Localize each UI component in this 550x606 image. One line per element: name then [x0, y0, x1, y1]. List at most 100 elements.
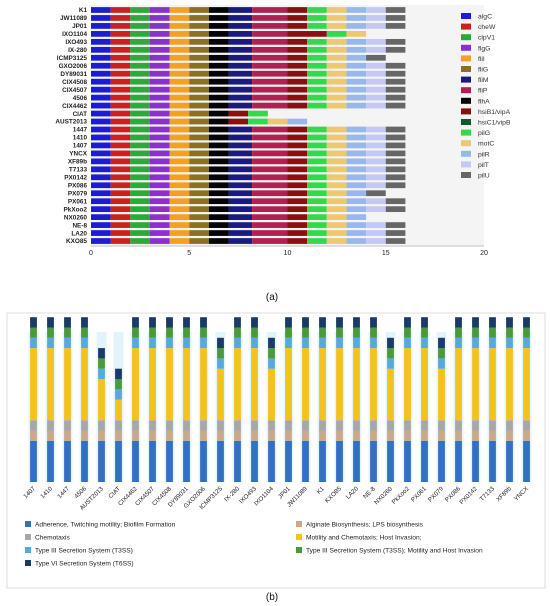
bar-segment-aust2013-flii [169, 118, 190, 125]
bar-segment-ciat-pilg [248, 110, 268, 117]
bar-xf89b-adherence-twitching-motility-biofilm-for [506, 440, 513, 482]
bar-row-pkxoo2 [91, 206, 406, 213]
row-label-nx0260: NX0260 [64, 214, 88, 221]
bar-segment-ne-8-clpv1 [130, 222, 150, 228]
bar-segment-px061-hsib1-vipa [287, 198, 308, 205]
bar-segment-ne-8-flip [252, 222, 288, 228]
bar-segment-la20-pilg [307, 230, 327, 236]
bar-segment-1410-flii [169, 134, 190, 141]
bar-segment-jp01-clpv1 [130, 23, 150, 29]
bar-segment-ciat-flig [189, 110, 209, 117]
bar-segment-yncx-pilg [307, 150, 327, 157]
bar-segment-cix4462-pilg [307, 102, 327, 109]
legend-label-pilt: pilT [478, 162, 489, 169]
row-label-ciat: CIAT [73, 111, 88, 118]
bar-segment-nx0260-algc [91, 214, 111, 220]
bar-segment-xf89b-pilu [385, 158, 406, 165]
bar-1410-type-iii-secretion-system-t3ss [47, 337, 54, 349]
bar-segment-px079-flgg [149, 190, 170, 197]
bar-segment-px061-clpv1 [130, 198, 150, 205]
bar-k1-motility-and-chemotaxis-host-invasion [319, 348, 326, 421]
bar-segment-cix4508-flii [169, 78, 190, 85]
bar-la20-alginate-biosynthesis-lps-biosynthesis [353, 430, 360, 441]
bar-dy89031-alginate-biosynthesis-lps-biosynthesis [183, 430, 190, 441]
bar-segment-dy89031-pilg [307, 70, 327, 77]
bar-segment-k1-flha [208, 7, 229, 13]
legend-swatch-clpv1 [461, 34, 471, 41]
x-tick-label-0: 0 [89, 250, 93, 257]
bar-segment-cix4508-chew [110, 78, 131, 85]
bar-ixo1104-type-vi-secretion-system-t6ss [268, 337, 275, 349]
bar-segment-pkxoo2-algc [91, 206, 111, 213]
bar-la20-type-vi-secretion-system-t6ss [353, 317, 360, 328]
bar-segment-4506-pilt [366, 94, 386, 101]
bar-segment-cix4507-pilu [385, 86, 406, 93]
bar-segment-nx0260-hsib1-vipa [287, 214, 308, 220]
bar-segment-t7133-flim [228, 166, 253, 173]
bar-segment-jw11089-pilr [346, 15, 367, 21]
bar-segment-jw11089-flha [208, 15, 229, 21]
bar-yncx-motility-and-chemotaxis-host-invasion [523, 348, 530, 421]
bar-segment-1407-hsib1-vipa [287, 142, 308, 149]
bar-segment-px079-flii [169, 190, 190, 197]
legend-swatch-pilt [461, 161, 471, 168]
bar-icmp3125-chemotaxis [217, 420, 224, 431]
bar-nx0260-motility-and-chemotaxis-host-invasion [387, 368, 394, 421]
bar-segment-cix4462-pilr [346, 102, 367, 109]
bar-px061-adherence-twitching-motility-biofilm-for [421, 440, 428, 482]
bar-ixo493-type-vi-secretion-system-t6ss [251, 317, 258, 328]
bar-segment-px086-flii [169, 182, 190, 189]
bar-1407-motility-and-chemotaxis-host-invasion [30, 348, 37, 421]
bar-cix4507-adherence-twitching-motility-biofilm-for [149, 440, 156, 482]
bar-segment-1407-pilt [366, 142, 386, 149]
bar-segment-cix4508-pilr [346, 78, 367, 85]
bar-segment-4506-flip [252, 94, 288, 101]
legend-label-clpv1: clpV1 [478, 35, 495, 42]
row-label-4506: 4506 [73, 95, 88, 102]
bar-la20-type-iii-secretion-system-t3ss-motility- [353, 327, 360, 338]
bar-segment-icmp3125-pilr [346, 54, 367, 61]
bar-segment-ix-280-flha [208, 46, 229, 53]
bar-segment-px086-pilr [346, 182, 367, 189]
bar-segment-1410-pilu [385, 134, 406, 141]
bar-segment-ne-8-flii [169, 222, 190, 228]
bar-segment-cix4508-flgg [149, 78, 170, 85]
bar-segment-cix4507-flig [189, 86, 209, 93]
bar-segment-cix4507-pilr [346, 86, 367, 93]
bar-segment-px0142-flig [189, 174, 209, 181]
bar-ciat-adherence-twitching-motility-biofilm-for [115, 440, 122, 482]
bar-segment-cix4462-pilu [385, 102, 406, 109]
bar-k1-chemotaxis [319, 420, 326, 431]
bar-aust2013-type-iii-secretion-system-t3ss [98, 368, 105, 379]
bar-segment-k1-flgg [149, 7, 170, 13]
bar-segment-gxo2006-flii [169, 62, 190, 69]
bar-cix4507-type-iii-secretion-system-t3ss-motility- [149, 327, 156, 338]
row-label-pkxoo2: PkXoo2 [64, 206, 88, 213]
bar-segment-pkxoo2-motc [326, 206, 347, 213]
bar-segment-kxo85-flip [252, 238, 288, 244]
bar-px086-adherence-twitching-motility-biofilm-for [455, 440, 462, 482]
bar-segment-ixo1104-motc [346, 31, 367, 37]
bar-yncx-adherence-twitching-motility-biofilm-for [523, 440, 530, 482]
bar-segment-px079-pilr [346, 190, 367, 197]
bar-segment-cix4462-hsib1-vipa [287, 102, 308, 109]
bar-segment-ciat-hsib1-vipa [228, 110, 249, 117]
bar-segment-ixo1104-flgg [149, 31, 170, 37]
bar-segment-icmp3125-motc [326, 54, 347, 61]
bar-segment-kxo85-motc [326, 238, 347, 244]
bar-segment-ixo493-chew [110, 38, 131, 45]
bar-segment-1407-motc [326, 142, 347, 149]
bar-segment-xf89b-flgg [149, 158, 170, 165]
bar-ixo493-adherence-twitching-motility-biofilm-for [251, 440, 258, 482]
bar-segment-xf89b-flim [228, 158, 253, 165]
bar-segment-jw11089-algc [91, 15, 111, 21]
bar-ixo1104-chemotaxis [268, 420, 275, 431]
bar-row-1447 [91, 126, 406, 133]
bar-ix-280-type-vi-secretion-system-t6ss [234, 317, 241, 328]
bar-yncx-type-vi-secretion-system-t6ss [523, 317, 530, 328]
bar-cix4508-type-vi-secretion-system-t6ss [166, 317, 173, 328]
bar-segment-nx0260-flip [252, 214, 288, 220]
bar-gxo2006-alginate-biosynthesis-lps-biosynthesis [200, 430, 207, 441]
row-label-ixo1104: IXO1104 [62, 31, 87, 38]
